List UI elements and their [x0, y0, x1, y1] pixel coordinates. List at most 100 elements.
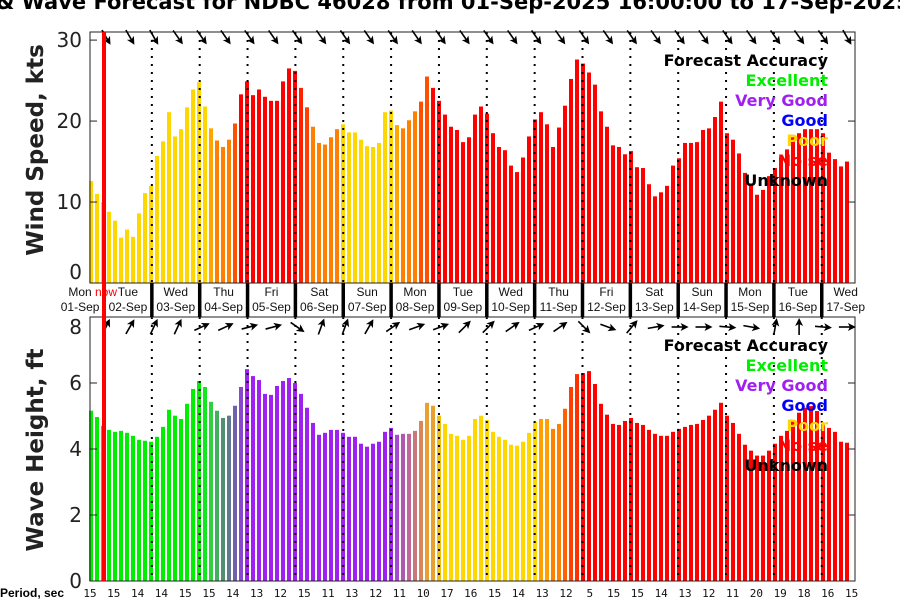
bar: [119, 237, 123, 283]
wave-direction-arrow-icon: [671, 323, 689, 331]
bar: [479, 106, 483, 283]
wind-direction-arrow-icon: [674, 29, 685, 45]
day-name: Wed: [833, 285, 857, 299]
bar: [713, 409, 717, 581]
bar: [749, 450, 753, 581]
bar: [701, 129, 705, 283]
bar: [467, 137, 471, 283]
day-name: Sun: [691, 285, 712, 299]
wind-panel: 0 10 20 30 Wind Speed, kts Forecast AccuracyE…: [23, 28, 856, 284]
bar: [221, 417, 225, 581]
wave-direction-arrow-icon: [364, 319, 374, 335]
period-value: 14: [512, 587, 526, 600]
bar: [197, 381, 201, 581]
bar: [335, 129, 339, 283]
period-value: 15: [607, 587, 620, 600]
bar: [305, 107, 309, 283]
bar: [575, 59, 579, 283]
bar: [653, 433, 657, 581]
wind-direction-arrow-icon: [291, 29, 303, 45]
bar: [293, 383, 297, 581]
y-tick-label: 2: [69, 503, 82, 527]
period-value: 11: [726, 587, 739, 600]
y-tick-label: 8: [69, 315, 82, 339]
bar: [617, 146, 621, 283]
bar: [671, 165, 675, 283]
bar: [203, 106, 207, 283]
wave-direction-arrow-icon: [719, 323, 737, 332]
wave-direction-arrow-icon: [432, 322, 450, 331]
bar: [473, 418, 477, 581]
wave-direction-arrow-icon: [695, 323, 713, 331]
y-axis-label: Wind Speed, kts: [23, 44, 49, 256]
bar: [545, 418, 549, 581]
bar: [677, 428, 681, 581]
wave-direction-arrow-icon: [385, 321, 401, 333]
bar: [107, 429, 111, 581]
bar: [515, 172, 519, 283]
wave-direction-arrow-icon: [341, 318, 350, 335]
bar: [737, 433, 741, 581]
bar: [437, 415, 441, 581]
bar: [527, 432, 531, 581]
period-value: 10: [417, 587, 430, 600]
wind-direction-arrow-icon: [602, 29, 614, 45]
bar: [209, 401, 213, 581]
bar: [707, 415, 711, 581]
y-axis-label: Wave Height, ft: [23, 349, 49, 552]
bar: [845, 161, 849, 283]
bar: [815, 411, 819, 581]
day-date: 04-Sep: [204, 300, 243, 314]
bar: [521, 157, 525, 283]
bar: [725, 415, 729, 581]
bar: [275, 385, 279, 581]
bar: [551, 428, 555, 581]
bar: [845, 442, 849, 581]
bar: [419, 420, 423, 581]
wind-direction-arrow-icon: [769, 29, 781, 45]
day-name: Mon: [403, 285, 426, 299]
bar: [839, 441, 843, 581]
bar: [521, 441, 525, 581]
bar: [689, 424, 693, 581]
bar: [329, 429, 333, 581]
bar: [239, 386, 243, 581]
bar: [185, 403, 189, 581]
day-date: 13-Sep: [635, 300, 674, 314]
bar: [251, 95, 255, 283]
bar: [569, 386, 573, 581]
bar: [755, 194, 759, 283]
bar: [401, 128, 405, 283]
bar: [95, 193, 99, 283]
period-value: 14: [226, 587, 240, 600]
legend-title: Forecast Accuracy: [664, 51, 829, 70]
bar: [527, 136, 531, 283]
bar: [623, 420, 627, 581]
bar: [689, 142, 693, 283]
wind-direction-arrow-icon: [483, 29, 494, 45]
wave-direction-arrow-icon: [173, 318, 182, 335]
day-date: 09-Sep: [444, 300, 483, 314]
y-tick-label: 30: [57, 28, 82, 52]
bar: [389, 427, 393, 581]
bar: [119, 430, 123, 581]
period-value: 15: [179, 587, 192, 600]
day-date: 07-Sep: [348, 300, 387, 314]
bar: [353, 132, 357, 283]
bar: [149, 185, 153, 283]
bar: [341, 124, 345, 283]
period-value: 13: [678, 587, 691, 600]
wave-direction-arrow-icon: [125, 319, 135, 335]
bar: [287, 68, 291, 283]
bar: [767, 450, 771, 581]
bar: [743, 444, 747, 581]
y-tick-label: 10: [57, 190, 82, 214]
bar: [149, 441, 153, 581]
bar: [599, 111, 603, 283]
bar: [743, 172, 747, 283]
bar: [731, 139, 735, 283]
bar: [509, 165, 513, 283]
wind-direction-arrow-icon: [842, 29, 852, 45]
wave-direction-arrow-icon: [553, 321, 568, 333]
y-tick-label: 4: [69, 437, 82, 461]
